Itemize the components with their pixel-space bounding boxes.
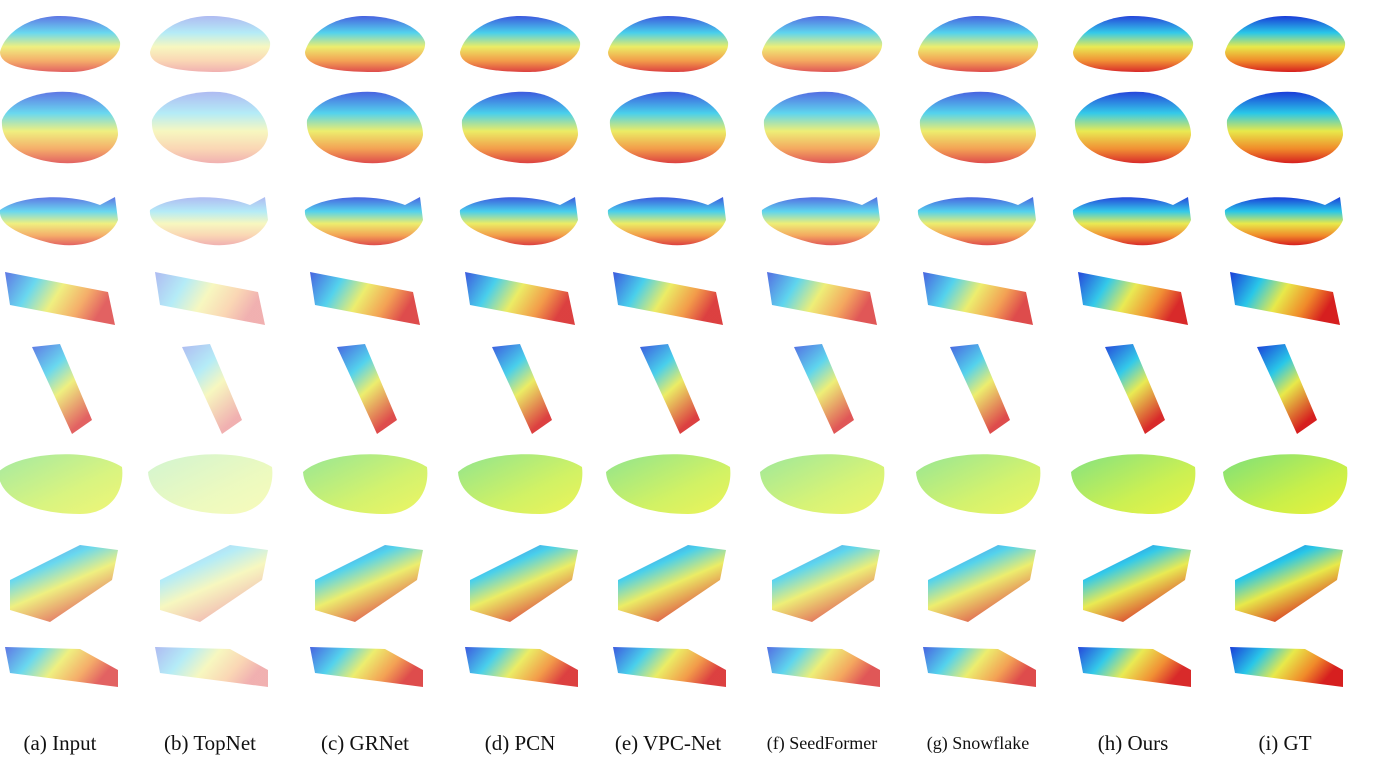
point-cloud bbox=[640, 344, 700, 434]
point-cloud bbox=[1223, 454, 1347, 514]
column-label: (h) Ours bbox=[1098, 731, 1169, 755]
figure: (a) Input (b) TopNet (c) GRNet (d) PCN (e) V… bbox=[0, 0, 1394, 765]
point-cloud bbox=[1230, 647, 1343, 687]
point-cloud bbox=[307, 92, 423, 164]
point-cloud bbox=[1235, 545, 1343, 622]
point-cloud bbox=[465, 272, 575, 325]
point-cloud bbox=[1225, 16, 1345, 72]
point-cloud bbox=[305, 197, 423, 245]
point-cloud bbox=[470, 545, 578, 622]
point-cloud bbox=[462, 92, 578, 164]
point-cloud bbox=[315, 545, 423, 622]
point-cloud bbox=[1078, 272, 1188, 325]
point-cloud bbox=[1225, 197, 1343, 245]
point-cloud bbox=[1105, 344, 1165, 434]
point-cloud bbox=[918, 197, 1036, 245]
point-cloud bbox=[5, 272, 115, 325]
point-cloud bbox=[152, 92, 268, 164]
point-cloud bbox=[337, 344, 397, 434]
point-cloud bbox=[762, 197, 880, 245]
point-cloud bbox=[767, 647, 880, 687]
point-cloud bbox=[1073, 197, 1191, 245]
point-cloud bbox=[0, 197, 118, 245]
column-label: (i) GT bbox=[1258, 731, 1311, 755]
point-cloud bbox=[460, 197, 578, 245]
point-cloud bbox=[1073, 16, 1193, 72]
point-cloud bbox=[1257, 344, 1317, 434]
point-cloud bbox=[1071, 454, 1195, 514]
point-cloud bbox=[5, 647, 118, 687]
point-cloud bbox=[160, 545, 268, 622]
point-cloud bbox=[303, 454, 427, 514]
point-cloud bbox=[0, 16, 120, 72]
point-cloud bbox=[613, 647, 726, 687]
point-cloud bbox=[155, 272, 265, 325]
point-cloud bbox=[1230, 272, 1340, 325]
point-cloud bbox=[460, 16, 580, 72]
point-cloud bbox=[1083, 545, 1191, 622]
point-cloud bbox=[928, 545, 1036, 622]
point-cloud bbox=[492, 344, 552, 434]
point-cloud bbox=[923, 647, 1036, 687]
column-label: (f) SeedFormer bbox=[767, 733, 877, 754]
point-cloud bbox=[760, 454, 884, 514]
point-cloud bbox=[0, 454, 122, 514]
point-cloud bbox=[2, 92, 118, 164]
point-cloud bbox=[608, 16, 728, 72]
point-cloud bbox=[1227, 92, 1343, 164]
point-cloud bbox=[458, 454, 582, 514]
point-cloud bbox=[772, 545, 880, 622]
point-cloud bbox=[182, 344, 242, 434]
point-cloud bbox=[150, 16, 270, 72]
column-label: (b) TopNet bbox=[164, 731, 256, 755]
point-cloud bbox=[150, 197, 268, 245]
column-label: (a) Input bbox=[24, 731, 97, 755]
point-cloud bbox=[310, 647, 423, 687]
point-cloud bbox=[794, 344, 854, 434]
point-cloud bbox=[465, 647, 578, 687]
point-cloud bbox=[916, 454, 1040, 514]
point-cloud bbox=[32, 344, 92, 434]
point-cloud bbox=[1075, 92, 1191, 164]
point-cloud bbox=[918, 16, 1038, 72]
point-cloud bbox=[155, 647, 268, 687]
point-cloud bbox=[762, 16, 882, 72]
point-cloud bbox=[613, 272, 723, 325]
point-cloud bbox=[950, 344, 1010, 434]
point-cloud bbox=[608, 197, 726, 245]
point-cloud bbox=[920, 92, 1036, 164]
point-cloud bbox=[923, 272, 1033, 325]
point-cloud bbox=[305, 16, 425, 72]
point-cloud bbox=[606, 454, 730, 514]
point-cloud bbox=[1078, 647, 1191, 687]
point-cloud bbox=[767, 272, 877, 325]
column-label: (d) PCN bbox=[485, 731, 556, 755]
point-cloud bbox=[610, 92, 726, 164]
column-label: (c) GRNet bbox=[321, 731, 409, 755]
point-cloud bbox=[618, 545, 726, 622]
column-label: (g) Snowflake bbox=[927, 733, 1029, 754]
point-cloud bbox=[148, 454, 272, 514]
point-cloud bbox=[310, 272, 420, 325]
point-cloud bbox=[764, 92, 880, 164]
column-label: (e) VPC-Net bbox=[615, 731, 722, 755]
point-cloud bbox=[10, 545, 118, 622]
